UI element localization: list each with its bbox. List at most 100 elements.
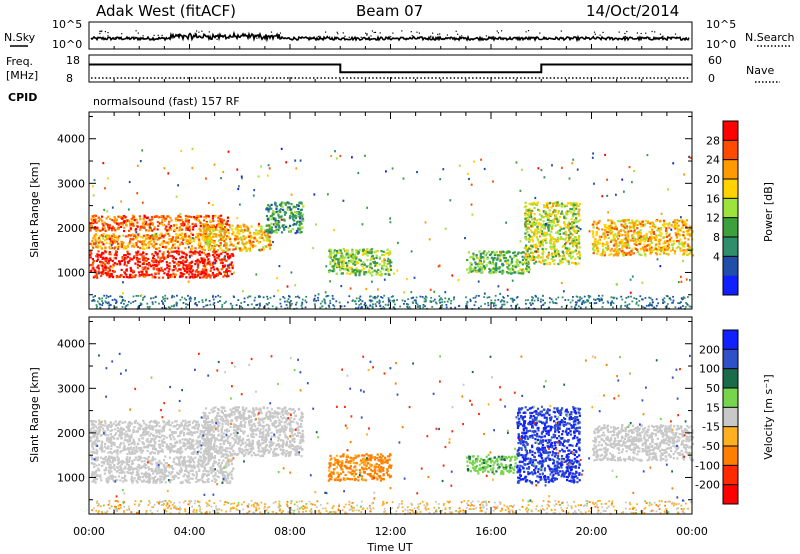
range-cell xyxy=(120,225,123,228)
range-cell xyxy=(212,294,214,297)
range-cell xyxy=(190,254,193,257)
range-cell xyxy=(592,226,595,229)
range-cell xyxy=(174,257,178,261)
range-cell xyxy=(533,213,536,216)
range-cell xyxy=(483,292,486,295)
range-cell xyxy=(580,297,583,300)
range-cell xyxy=(327,304,330,307)
range-cell xyxy=(196,261,199,264)
range-cell xyxy=(229,240,232,243)
range-cell xyxy=(161,300,163,302)
range-cell xyxy=(600,298,603,301)
range-cell xyxy=(278,265,281,268)
range-cell xyxy=(539,223,542,226)
range-cell xyxy=(262,248,265,251)
range-cell xyxy=(388,307,391,309)
range-cell xyxy=(536,230,539,234)
range-cell xyxy=(647,237,650,241)
range-cell xyxy=(264,234,267,237)
range-cell xyxy=(353,254,357,257)
range-cell xyxy=(676,226,679,229)
range-cell xyxy=(608,228,611,231)
range-cell xyxy=(195,268,198,272)
range-cell xyxy=(227,269,230,272)
range-cell xyxy=(227,236,230,239)
nave-tick-bottom: 0 xyxy=(708,72,715,85)
range-cell xyxy=(253,189,256,192)
range-cell xyxy=(107,261,110,264)
range-cell xyxy=(490,271,493,274)
range-cell xyxy=(226,480,229,483)
range-cell xyxy=(438,264,441,267)
range-cell xyxy=(170,240,173,243)
range-cell xyxy=(620,250,623,253)
range-cell xyxy=(469,261,472,264)
range-cell xyxy=(528,207,531,210)
range-cell xyxy=(267,243,270,247)
range-cell xyxy=(125,463,128,466)
range-cell xyxy=(203,232,206,235)
range-cell xyxy=(211,271,214,275)
range-cell xyxy=(454,306,457,309)
range-cell xyxy=(128,276,131,279)
noise-dot xyxy=(439,37,442,39)
range-cell xyxy=(95,240,98,243)
range-cell xyxy=(646,221,649,224)
range-cell xyxy=(610,301,613,304)
range-cell xyxy=(526,269,529,273)
range-cell xyxy=(476,265,480,268)
range-cell xyxy=(566,304,568,307)
range-cell xyxy=(128,253,131,256)
range-cell xyxy=(551,246,554,249)
range-cell xyxy=(91,219,94,222)
range-cell xyxy=(124,221,128,224)
range-cell xyxy=(387,298,390,301)
range-cell xyxy=(568,242,572,245)
range-cell xyxy=(579,228,582,231)
range-cell xyxy=(525,228,528,231)
range-cell xyxy=(245,250,248,253)
range-cell xyxy=(204,216,208,219)
range-cell xyxy=(200,245,203,249)
range-cell xyxy=(471,256,474,259)
range-cell xyxy=(630,250,633,253)
range-cell xyxy=(626,241,629,244)
range-cell xyxy=(134,456,137,459)
range-cell xyxy=(518,272,521,275)
range-cell xyxy=(120,268,123,272)
range-cell xyxy=(191,251,194,254)
range-cell xyxy=(128,180,131,184)
range-cell xyxy=(221,258,224,261)
range-cell xyxy=(624,234,627,237)
range-cell xyxy=(675,240,679,243)
range-cell xyxy=(172,467,175,471)
range-cell xyxy=(374,250,377,253)
range-cell xyxy=(221,303,224,306)
range-cell xyxy=(95,464,98,467)
range-cell xyxy=(338,257,341,260)
range-cell xyxy=(392,301,395,303)
range-cell xyxy=(667,253,670,256)
range-cell xyxy=(439,301,441,304)
range-cell xyxy=(145,259,148,263)
noise-dot xyxy=(165,36,167,38)
range-cell xyxy=(189,275,192,278)
range-cell xyxy=(568,247,571,250)
range-cell xyxy=(650,304,652,306)
range-cell xyxy=(154,238,157,241)
range-cell xyxy=(274,223,277,226)
range-cell xyxy=(533,244,536,247)
range-cell xyxy=(150,297,152,300)
range-cell xyxy=(135,244,138,247)
range-cell xyxy=(625,227,628,230)
range-cell xyxy=(480,158,482,161)
range-cell xyxy=(329,262,332,266)
range-cell xyxy=(324,302,327,305)
range-cell xyxy=(538,209,541,212)
range-cell xyxy=(179,237,182,240)
range-cell xyxy=(148,238,151,241)
range-cell xyxy=(180,271,183,275)
range-cell xyxy=(329,280,331,283)
range-cell xyxy=(162,235,165,238)
range-cell xyxy=(355,269,358,272)
